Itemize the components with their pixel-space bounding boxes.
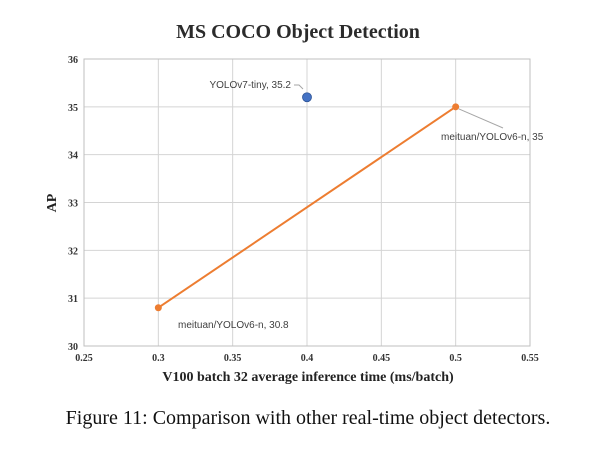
x-tick-label: 0.4 [301, 353, 314, 364]
x-axis-title: V100 batch 32 average inference time (ms… [162, 370, 454, 385]
x-tick-label: 0.35 [224, 353, 242, 364]
x-tick-label: 0.55 [521, 353, 539, 364]
data-label-yolov6-n-35: meituan/YOLOv6-n, 35 [441, 132, 544, 143]
data-label-yolov6-n-30-8: meituan/YOLOv6-n, 30.8 [178, 320, 289, 331]
y-axis-title: AP [45, 193, 60, 212]
yolov6-n-point [154, 304, 162, 312]
yolov6-n-point [452, 103, 460, 111]
data-labels-layer: YOLOv7-tiny, 35.2 meituan/YOLOv6-n, 35 mei… [178, 80, 544, 331]
x-tick-label: 0.25 [75, 353, 93, 364]
x-tick-label: 0.5 [449, 353, 462, 364]
series-layer [154, 92, 460, 312]
plot-frame [83, 58, 531, 347]
leader-line [294, 84, 304, 90]
figure-caption: Figure 11: Comparison with other real-ti… [65, 407, 551, 429]
y-tick-label: 30 [68, 342, 78, 353]
y-tick-label: 34 [68, 151, 78, 162]
x-tick-label: 0.3 [152, 353, 165, 364]
data-label-yolov7-tiny: YOLOv7-tiny, 35.2 [209, 80, 291, 91]
y-tick-label: 36 [68, 55, 78, 66]
chart-svg: MS COCO Object Detection 0.25 0.3 0.35 0.4 0… [45, 21, 544, 385]
y-tick-label: 33 [68, 199, 78, 210]
y-tick-label: 32 [68, 246, 78, 257]
yolov7-tiny-point [302, 92, 312, 103]
y-tick-labels: 30 31 32 33 34 35 36 [68, 55, 78, 353]
y-tick-label: 31 [68, 294, 78, 305]
chart-title: MS COCO Object Detection [176, 21, 420, 43]
y-tick-label: 35 [68, 103, 78, 114]
x-tick-label: 0.45 [373, 353, 391, 364]
leader-line [458, 108, 504, 129]
yolov6-n-series-line [157, 106, 457, 309]
x-tick-labels: 0.25 0.3 0.35 0.4 0.45 0.5 0.55 [75, 353, 539, 364]
